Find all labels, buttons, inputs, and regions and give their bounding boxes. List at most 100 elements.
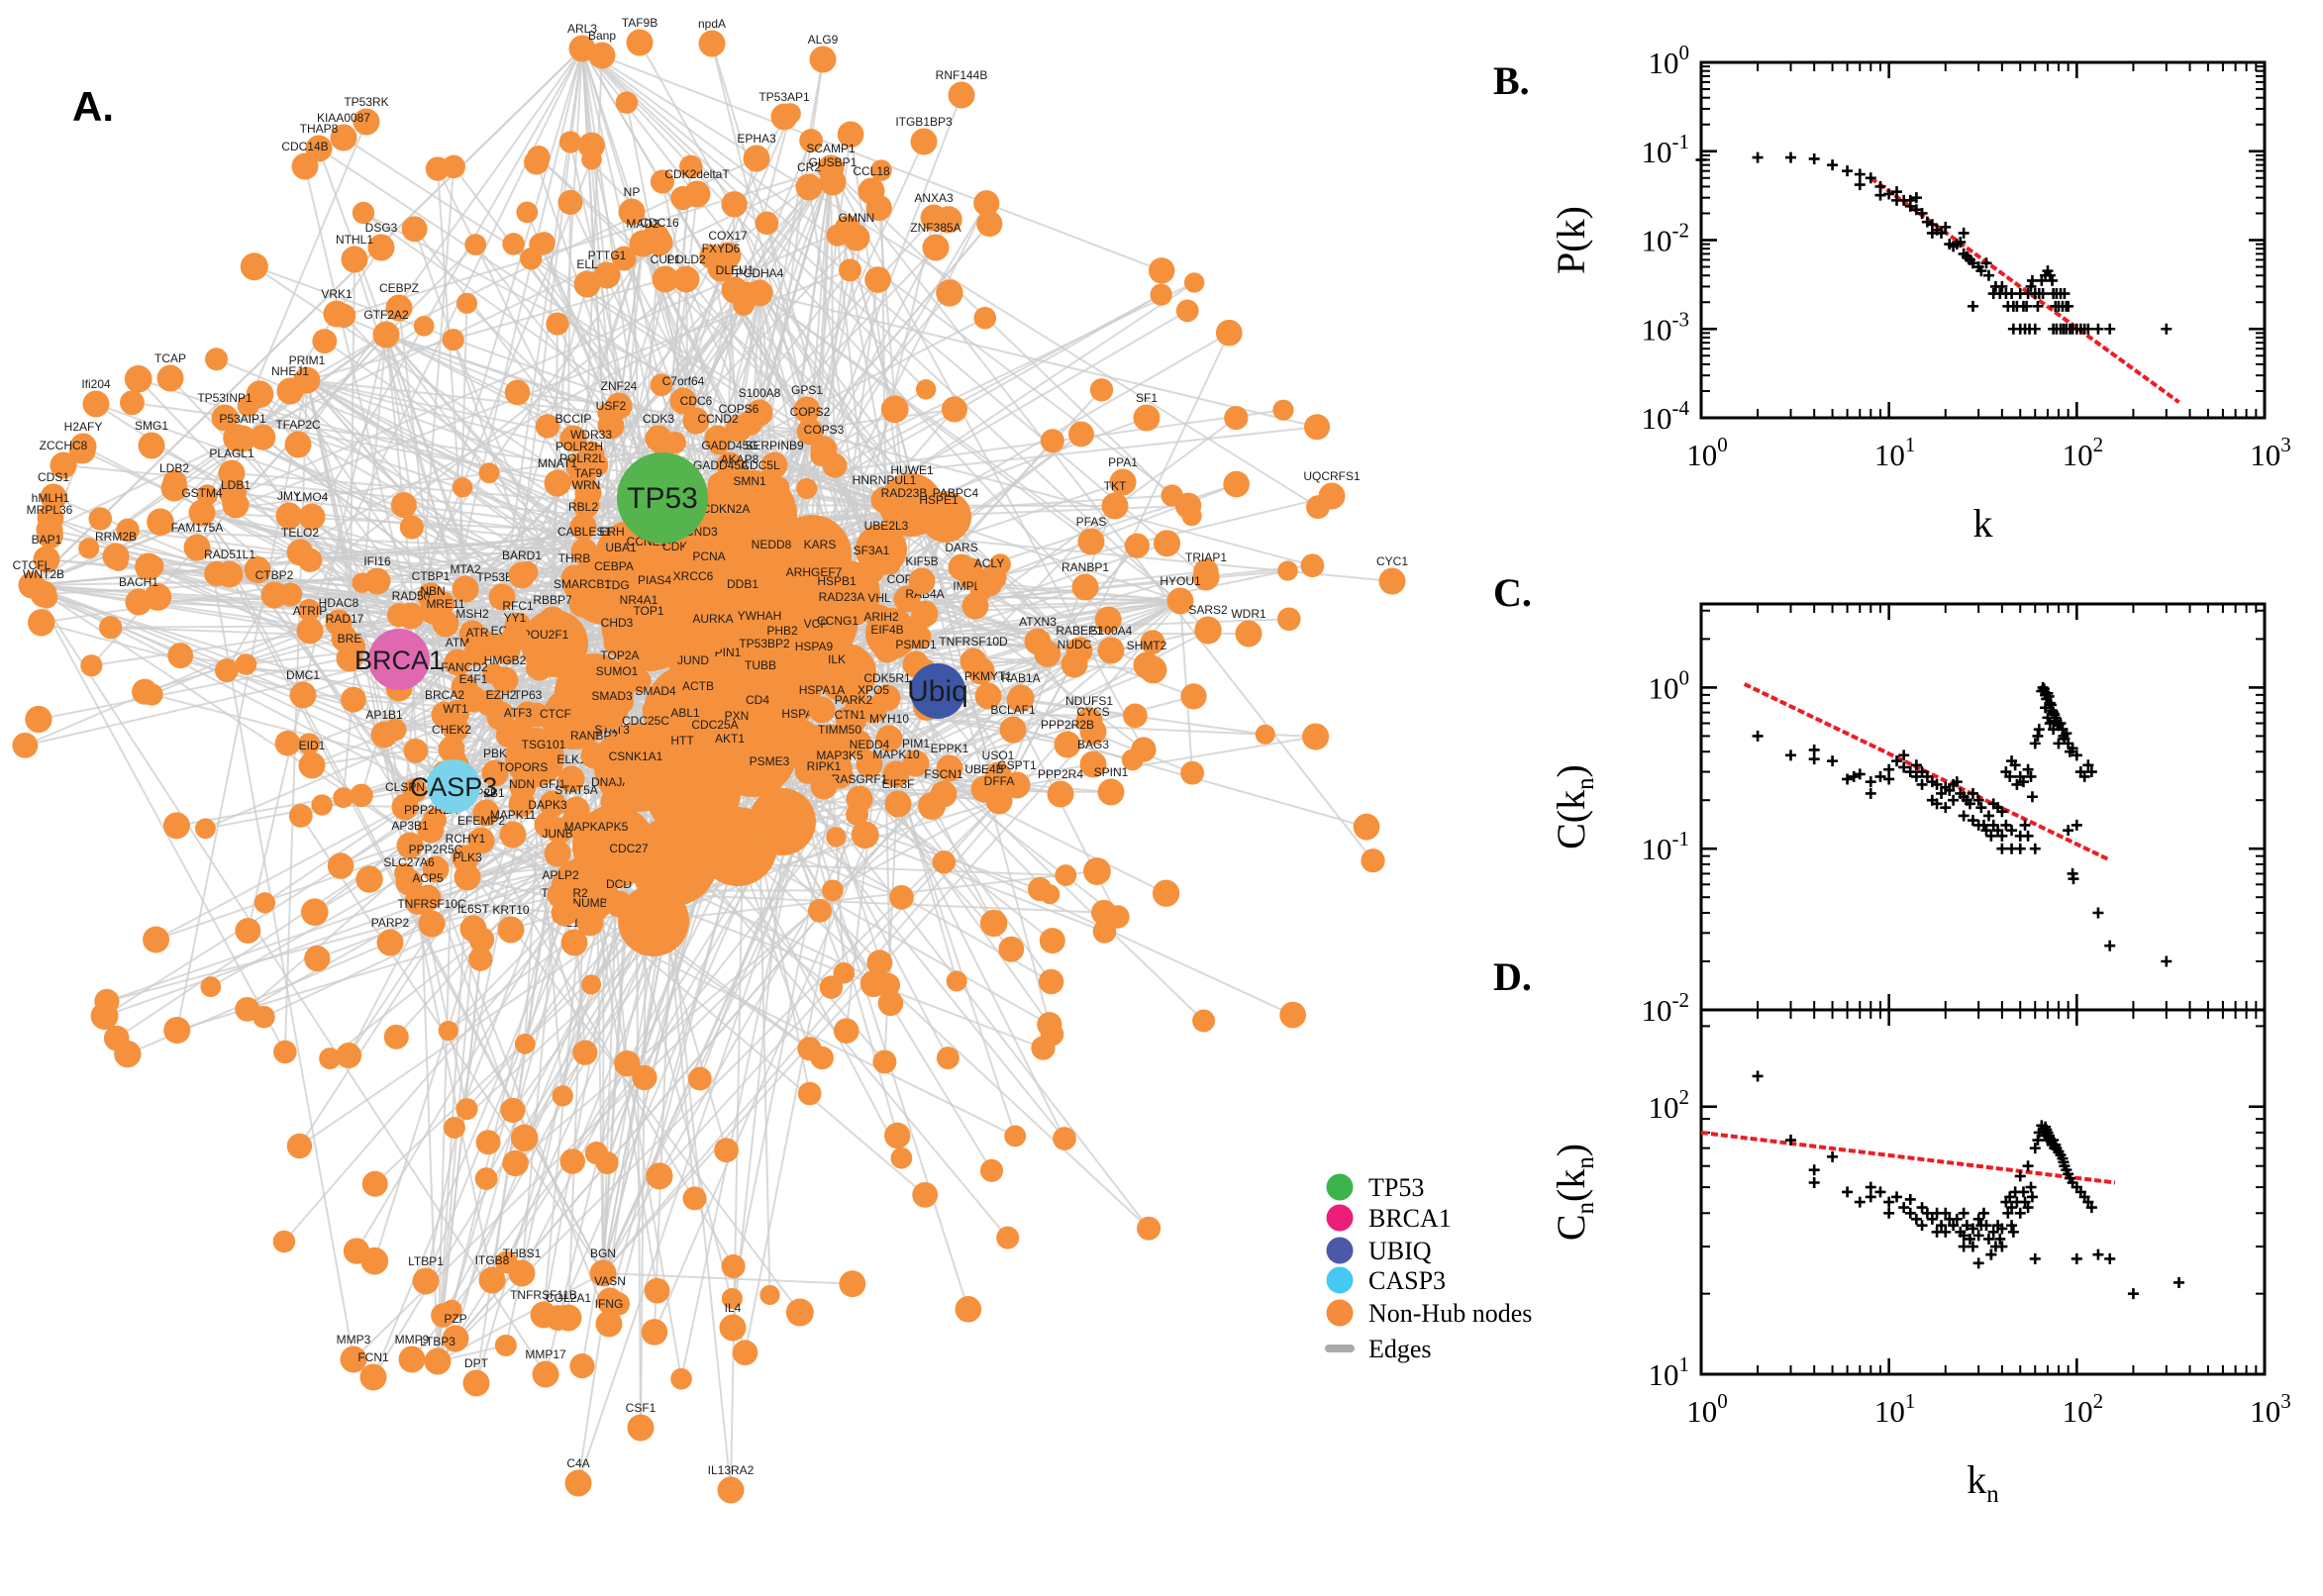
data-point-marker bbox=[1936, 1220, 1948, 1232]
network-node bbox=[530, 750, 557, 778]
network-node bbox=[156, 364, 184, 392]
network-node bbox=[417, 816, 445, 844]
network-node-label: RBBP7 bbox=[533, 593, 572, 607]
data-point-marker bbox=[1940, 221, 1952, 233]
data-point-marker bbox=[1987, 1226, 1999, 1238]
network-node bbox=[627, 1414, 655, 1442]
network-node bbox=[455, 292, 478, 314]
tick-label: 100 bbox=[1686, 433, 1728, 472]
network-node bbox=[1152, 879, 1180, 907]
data-point-marker bbox=[2161, 323, 2172, 335]
network-node bbox=[272, 1230, 296, 1253]
network-node bbox=[721, 276, 749, 304]
network-node-label: CDC6 bbox=[680, 394, 713, 408]
network-node bbox=[568, 590, 596, 618]
data-point-marker bbox=[1980, 1220, 1992, 1232]
data-point-marker bbox=[2011, 778, 2023, 790]
network-node-label: POLR2H bbox=[556, 440, 603, 453]
network-node-label: HSPB1 bbox=[817, 574, 857, 588]
network-node-label: PABPC4 bbox=[933, 486, 979, 500]
data-point-marker bbox=[2004, 1191, 2016, 1203]
legend-edges-swatch bbox=[1325, 1345, 1355, 1352]
network-node bbox=[650, 373, 673, 397]
legend-item-label: Edges bbox=[1368, 1335, 1432, 1363]
network-node-label: LTBP1 bbox=[408, 1254, 444, 1268]
network-node bbox=[532, 641, 559, 668]
network-node bbox=[88, 507, 113, 531]
data-point-marker bbox=[2017, 776, 2029, 788]
network-node bbox=[211, 404, 239, 432]
network-node bbox=[920, 204, 948, 232]
hub-node-label: CASP3 bbox=[410, 772, 498, 802]
network-edge bbox=[758, 292, 1181, 602]
network-node-label: BARD1 bbox=[502, 549, 542, 562]
network-node bbox=[884, 790, 912, 818]
network-node-label: CABLES1 bbox=[557, 525, 611, 539]
network-node bbox=[534, 811, 561, 839]
network-node-label: RAD51L1 bbox=[204, 548, 255, 561]
network-node-label: ZCCHC8 bbox=[40, 439, 88, 452]
network-node bbox=[413, 316, 435, 337]
network-node-label: CEBPZ bbox=[379, 281, 419, 295]
network-node-label: EFEMP2 bbox=[457, 814, 505, 828]
network-node-label: RBL2 bbox=[568, 500, 598, 514]
data-point-marker bbox=[2014, 1207, 2026, 1219]
network-node-label: TP63 bbox=[514, 688, 543, 702]
network-node-label: VCP bbox=[804, 617, 829, 631]
network-node-label: ACTB bbox=[682, 679, 714, 693]
data-point-marker bbox=[1958, 227, 1970, 239]
network-node bbox=[1153, 530, 1181, 557]
data-point-marker bbox=[2161, 955, 2172, 967]
network-node bbox=[1192, 563, 1220, 591]
network-node-label: MNAT1 bbox=[538, 456, 577, 470]
network-node bbox=[1300, 553, 1325, 578]
network-node bbox=[431, 1303, 455, 1328]
data-point-marker bbox=[1808, 1164, 1820, 1176]
network-node-label: ANXA3 bbox=[914, 191, 954, 205]
network-node-label: RAB1A bbox=[1001, 671, 1040, 685]
network-node bbox=[527, 146, 551, 169]
network-node-label: CCL18 bbox=[853, 164, 890, 178]
network-node-label: ATM bbox=[446, 636, 469, 649]
network-node bbox=[188, 499, 216, 527]
network-node-label: hMLH1 bbox=[32, 491, 70, 505]
network-node-label: PRIM1 bbox=[289, 353, 326, 367]
data-point-marker bbox=[1848, 770, 1860, 782]
network-node-label: KIF5B bbox=[905, 554, 938, 568]
data-point-marker bbox=[1977, 819, 1989, 831]
network-node-label: PCNA bbox=[692, 549, 725, 563]
network-node bbox=[618, 198, 646, 226]
network-node bbox=[870, 159, 892, 181]
network-node-label: CSNK1A1 bbox=[609, 749, 663, 763]
data-point-marker bbox=[1808, 744, 1820, 755]
fit-line bbox=[1700, 1130, 2116, 1185]
network-node bbox=[930, 780, 958, 808]
legend-item-label: CASP3 bbox=[1368, 1266, 1446, 1295]
network-node-label: MAPK10 bbox=[872, 748, 920, 761]
network-node-label: TOP1 bbox=[633, 604, 663, 618]
network-edge bbox=[846, 619, 1109, 674]
hub-node-label: Ubiq bbox=[907, 675, 968, 708]
network-node bbox=[973, 190, 1000, 217]
network-node-label: EPHA3 bbox=[737, 132, 776, 146]
data-point-marker bbox=[1854, 768, 1866, 780]
network-node bbox=[472, 799, 500, 827]
network-node bbox=[438, 1020, 458, 1042]
data-point-marker bbox=[2029, 1252, 2041, 1264]
network-node bbox=[1121, 748, 1144, 771]
network-node-label: MTA2 bbox=[450, 562, 480, 576]
network-node bbox=[975, 569, 1003, 597]
data-point-marker bbox=[1784, 1135, 1796, 1147]
network-node-label: HTT bbox=[670, 734, 694, 748]
axis-label: k bbox=[1973, 501, 1993, 546]
data-point-marker bbox=[2053, 738, 2065, 749]
network-node bbox=[744, 706, 771, 734]
network-node bbox=[341, 246, 368, 273]
data-point-marker bbox=[1865, 776, 1876, 788]
data-point-marker bbox=[1958, 810, 1970, 822]
network-node bbox=[802, 630, 830, 657]
data-point-marker bbox=[1940, 802, 1952, 814]
network-edge bbox=[910, 417, 1148, 506]
network-node bbox=[645, 425, 672, 452]
network-node-label: YWHAH bbox=[738, 609, 782, 623]
